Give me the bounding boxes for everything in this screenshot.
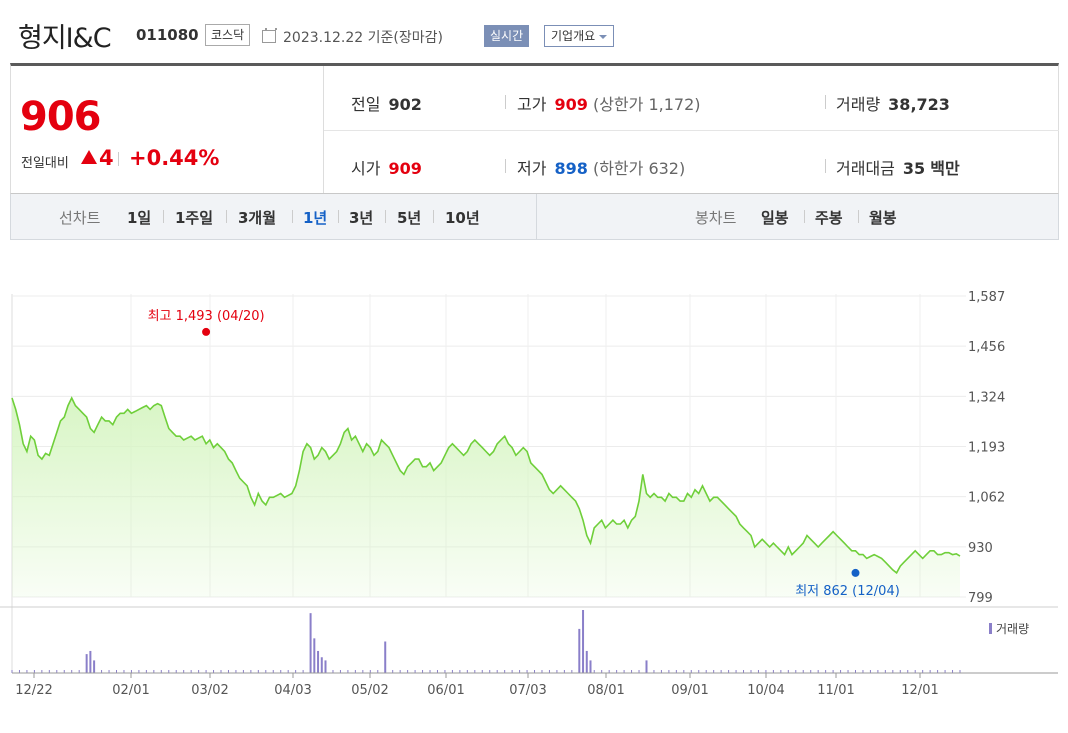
- divider: [433, 210, 434, 223]
- base-date: 2023.12.22 기준(장마감): [283, 30, 443, 46]
- high-label: 고가: [517, 95, 547, 114]
- divider: [338, 210, 339, 223]
- high-value: 909: [554, 95, 588, 114]
- prev-close-value: 902: [388, 95, 422, 114]
- market-badge: 코스닥: [205, 24, 251, 46]
- max-label: 최고 1,493 (04/20): [148, 309, 265, 324]
- divider: [292, 210, 293, 223]
- divider: [804, 210, 805, 223]
- divider: [825, 159, 826, 173]
- change-label: 전일대비: [21, 156, 69, 171]
- low-value: 898: [554, 159, 588, 178]
- divider: [226, 210, 227, 223]
- x-tick-label: 06/01: [427, 683, 464, 698]
- volume-label: 거래량: [836, 95, 881, 114]
- tab-3y[interactable]: 3년: [349, 209, 374, 227]
- company-info-dropdown[interactable]: 기업개요: [544, 25, 615, 47]
- low-price: 저가 898 (하한가 632): [517, 155, 685, 179]
- volume-legend-label: 거래량: [996, 622, 1029, 636]
- min-point: [851, 568, 860, 577]
- tab-monthly[interactable]: 월봉: [869, 209, 897, 227]
- divider: [163, 210, 164, 223]
- price-chart: 1,587 1,456 1,324 1,193 1,062 930 799 12/22 02/0…: [0, 240, 1068, 733]
- x-tick-label: 12/22: [15, 683, 52, 698]
- volume: 거래량 38,723: [836, 91, 950, 115]
- tab-5y[interactable]: 5년: [397, 209, 422, 227]
- line-chart-label: 선차트: [59, 209, 101, 227]
- upper-limit: (상한가 1,172): [592, 95, 701, 114]
- x-tick-label: 09/01: [671, 683, 708, 698]
- y-tick-label: 1,587: [968, 290, 1005, 305]
- change-percent: +0.44%: [129, 146, 220, 170]
- candle-chart-label: 봉차트: [695, 209, 737, 227]
- row-divider: [324, 130, 1059, 131]
- price-area-fill: [12, 398, 960, 597]
- price-chart-svg: 1,587 1,456 1,324 1,193 1,062 930 799 12/22 02/0…: [0, 290, 1058, 698]
- divider: [505, 95, 506, 109]
- low-label: 저가: [517, 159, 547, 178]
- tab-1d[interactable]: 1일: [127, 209, 152, 227]
- max-point: [202, 327, 211, 336]
- y-tick-label: 799: [968, 591, 993, 606]
- divider: [385, 210, 386, 223]
- high-price: 고가 909 (상한가 1,172): [517, 91, 701, 115]
- stock-name: 형지I&C: [18, 23, 112, 54]
- prev-close: 전일 902: [351, 91, 422, 115]
- tab-3m[interactable]: 3개월: [238, 209, 277, 227]
- change-value: 4: [99, 146, 114, 170]
- x-tick-label: 10/04: [747, 683, 784, 698]
- x-tick-label: 03/02: [191, 683, 228, 698]
- y-tick-label: 1,062: [968, 491, 1005, 506]
- min-label: 최저 862 (12/04): [795, 584, 900, 599]
- y-tick-label: 1,193: [968, 441, 1005, 456]
- amount-label: 거래대금: [836, 159, 895, 178]
- stock-code: 011080: [136, 26, 199, 44]
- tab-group-divider: [536, 194, 537, 239]
- divider: [858, 210, 859, 223]
- x-tick-label: 02/01: [112, 683, 149, 698]
- tab-weekly[interactable]: 주봉: [815, 209, 843, 227]
- lower-limit: (하한가 632): [592, 159, 686, 178]
- prev-close-label: 전일: [351, 95, 381, 114]
- amount-unit: 백만: [930, 159, 960, 178]
- divider: [118, 152, 119, 166]
- company-info-label: 기업개요: [551, 29, 596, 43]
- up-triangle-icon: [81, 150, 97, 164]
- volume-legend-swatch: [989, 623, 992, 634]
- y-tick-label: 1,324: [968, 390, 1005, 405]
- open-value: 909: [388, 159, 422, 178]
- price-summary: 906 전일대비 4 +0.44% 전일 902 고가 909 (상한가 1,172…: [10, 63, 1059, 194]
- x-tick-label: 04/03: [274, 683, 311, 698]
- price-line: [11, 396, 961, 575]
- y-tick-label: 1,456: [968, 340, 1005, 355]
- chart-period-tabs: 선차트 1일 1주일 3개월 1년 3년 5년 10년 봉차트 일봉 주봉 월봉: [10, 194, 1059, 240]
- realtime-button[interactable]: 실시간: [484, 25, 530, 47]
- calendar-icon: [262, 28, 277, 43]
- trade-amount: 거래대금 35 백만: [836, 155, 960, 179]
- x-tick-label: 11/01: [817, 683, 854, 698]
- x-tick-label: 05/02: [351, 683, 388, 698]
- x-tick-label: 07/03: [509, 683, 546, 698]
- chevron-down-icon: [599, 34, 608, 39]
- tab-10y[interactable]: 10년: [445, 209, 480, 227]
- open-price: 시가 909: [351, 155, 422, 179]
- current-price-box: 906 전일대비 4 +0.44%: [11, 66, 324, 193]
- amount-value: 35: [902, 159, 926, 178]
- divider: [825, 95, 826, 109]
- tab-1y[interactable]: 1년: [303, 209, 328, 227]
- volume-value: 38,723: [888, 95, 950, 114]
- stock-header: 형지I&C 011080 코스닥 2023.12.22 기준(장마감) 실시간 …: [0, 0, 1068, 62]
- tab-daily[interactable]: 일봉: [761, 209, 789, 227]
- tab-1w[interactable]: 1주일: [175, 209, 214, 227]
- divider: [505, 159, 506, 173]
- y-tick-label: 930: [968, 541, 993, 556]
- x-tick-label: 12/01: [901, 683, 938, 698]
- open-label: 시가: [351, 159, 381, 178]
- current-price: 906: [20, 94, 101, 140]
- x-tick-label: 08/01: [587, 683, 624, 698]
